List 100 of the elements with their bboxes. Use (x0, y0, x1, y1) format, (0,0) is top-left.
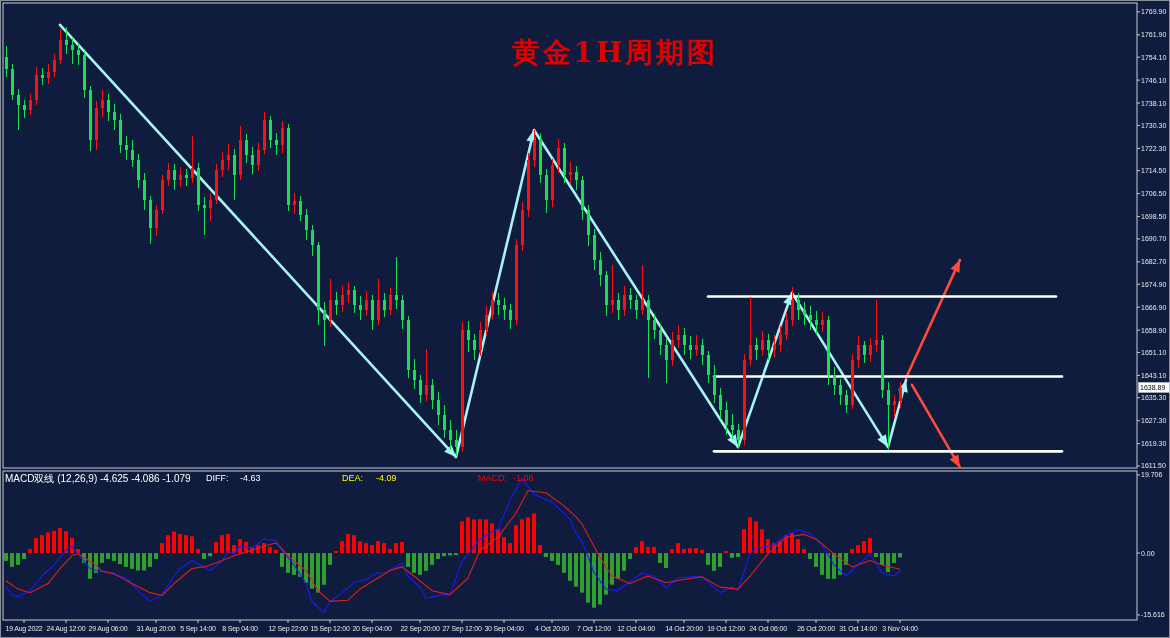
candlestick (395, 257, 398, 309)
bar (316, 553, 320, 593)
bar (886, 553, 890, 573)
bar (820, 553, 824, 575)
bar (436, 553, 440, 559)
bar (688, 548, 692, 554)
bar (622, 553, 626, 571)
bar (280, 553, 284, 567)
annotation: -1.08 (513, 473, 534, 483)
bar (58, 528, 62, 554)
bar (676, 543, 680, 554)
bar (196, 549, 200, 554)
bar (346, 534, 350, 554)
bar (490, 523, 494, 554)
bar (136, 553, 140, 571)
bar (442, 553, 446, 557)
annotation: -4.09 (376, 473, 397, 483)
bar (118, 553, 122, 565)
bar (880, 553, 884, 565)
bar (304, 553, 308, 583)
bar (574, 553, 578, 587)
bar (226, 534, 230, 554)
bar (652, 547, 656, 554)
bar (28, 549, 32, 554)
bar (370, 545, 374, 554)
bar (898, 553, 902, 558)
bar (376, 541, 380, 554)
bar (802, 549, 806, 554)
bar (460, 521, 464, 554)
bar (142, 553, 146, 571)
bar (46, 532, 50, 554)
bar (70, 537, 74, 554)
bar (406, 553, 410, 567)
bar (160, 543, 164, 554)
bar (556, 553, 560, 565)
bar (640, 541, 644, 554)
bar (364, 543, 368, 554)
annotation: -4.63 (240, 473, 261, 483)
bar (4, 553, 8, 561)
bar (544, 553, 548, 557)
bar (466, 517, 470, 554)
bar (34, 537, 38, 554)
bar (598, 553, 602, 605)
bar (16, 553, 20, 565)
bar (862, 541, 866, 554)
bar (394, 543, 398, 554)
bar (730, 553, 734, 558)
bar (868, 537, 872, 554)
bar (604, 553, 608, 595)
bar (634, 547, 638, 554)
bar (178, 534, 182, 554)
bar (532, 513, 536, 554)
bar (502, 537, 506, 554)
bar (874, 553, 878, 557)
bar (64, 531, 68, 554)
bar (148, 553, 152, 567)
bar (586, 553, 590, 603)
bar (220, 535, 224, 554)
bar (52, 530, 56, 554)
bar (892, 553, 896, 563)
bar (592, 553, 596, 608)
bar (382, 543, 386, 554)
bar (358, 541, 362, 554)
bar (40, 535, 44, 554)
bar (268, 547, 272, 554)
bar (22, 553, 26, 559)
bar (736, 553, 740, 557)
bar (274, 549, 278, 554)
bar (214, 541, 218, 554)
chart-title: MACD双线 (12,26,9) -4.625 -4.086 -1.079 (5, 473, 192, 484)
bar (664, 553, 668, 569)
bar (424, 553, 428, 571)
bar (412, 553, 416, 573)
bar (172, 531, 176, 554)
bar (400, 541, 404, 554)
line-series (5, 490, 901, 602)
bar (628, 553, 632, 559)
bar (796, 539, 800, 554)
bar (112, 553, 116, 561)
bar (508, 543, 512, 554)
bar (514, 525, 518, 554)
bar (340, 541, 344, 554)
bar (718, 553, 722, 567)
bar (700, 549, 704, 554)
bar (520, 519, 524, 554)
bar (526, 517, 530, 554)
bar (538, 545, 542, 554)
bar (610, 553, 614, 585)
bar (694, 548, 698, 554)
bar (808, 553, 812, 559)
text: 黄金1H周期图 (510, 36, 719, 69)
bar (682, 549, 686, 554)
bar (706, 553, 710, 565)
bar (430, 553, 434, 565)
bar (106, 553, 110, 559)
bar (208, 553, 212, 557)
bar (670, 549, 674, 554)
bar (814, 553, 818, 567)
bar (646, 547, 650, 554)
bar (322, 553, 326, 585)
